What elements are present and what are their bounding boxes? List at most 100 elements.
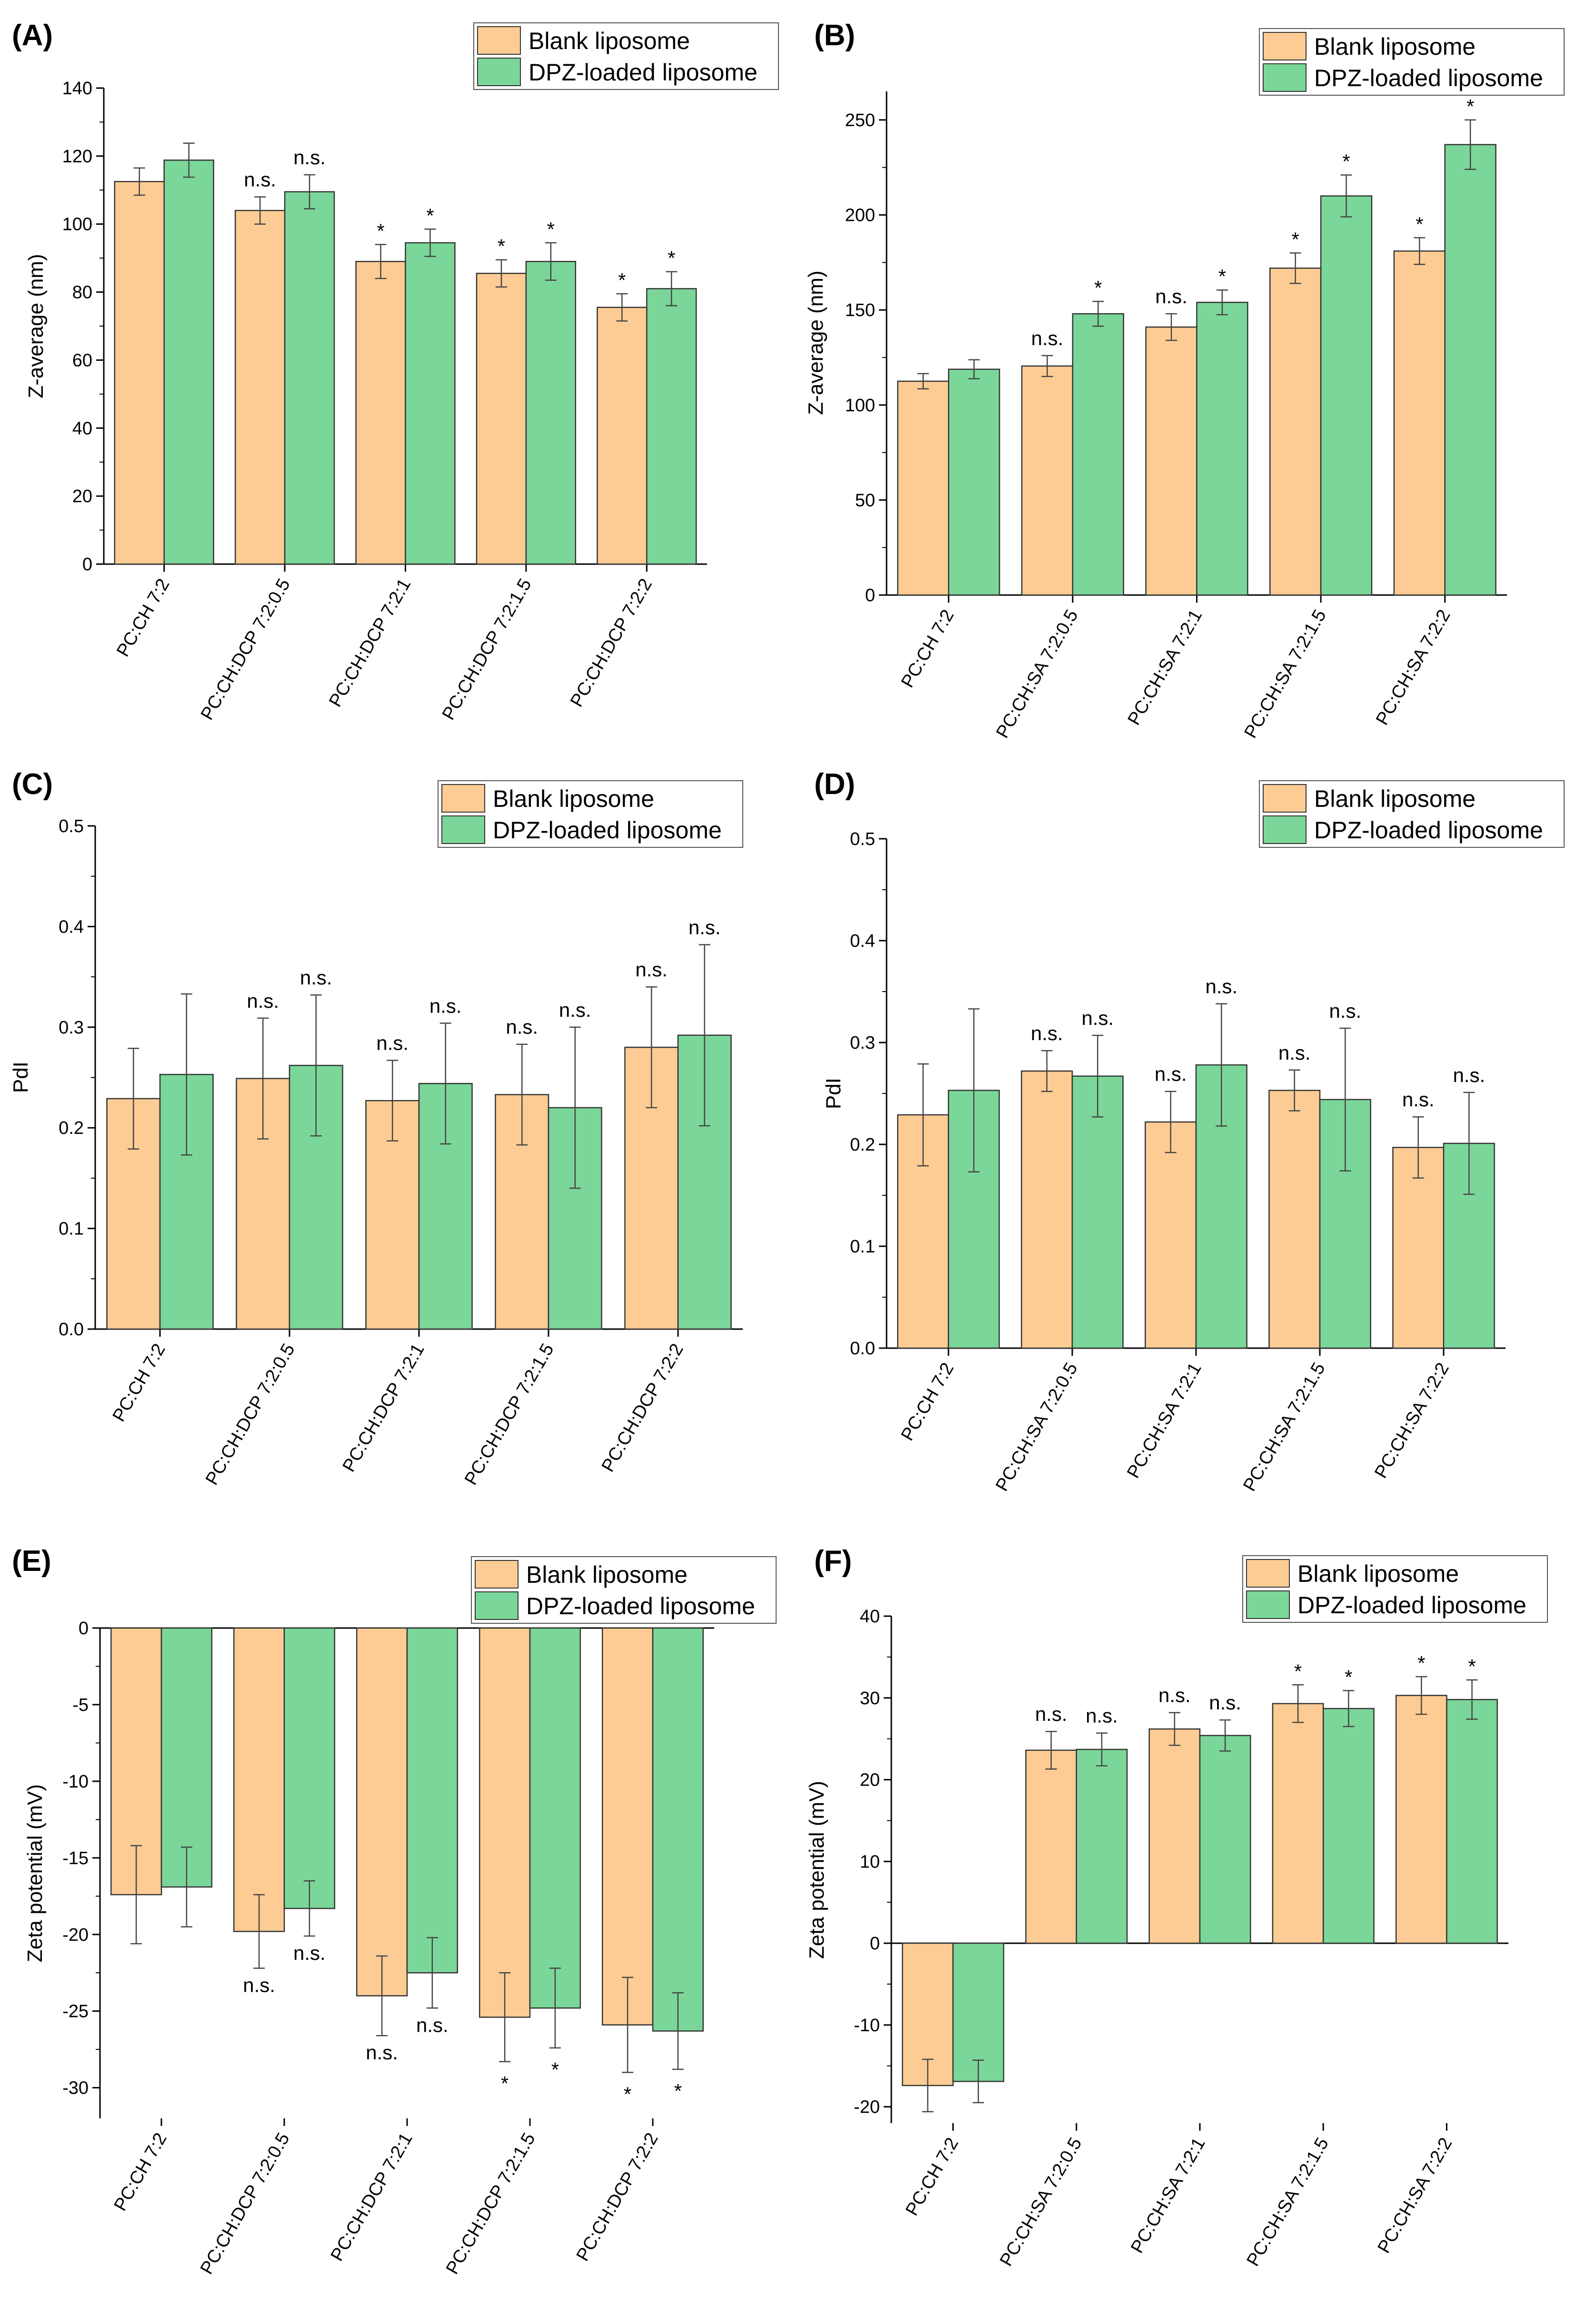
- y-tick-label: 40: [860, 1607, 880, 1627]
- bar-loaded: [1071, 1075, 1124, 1349]
- x-tick-label: PC:CH:SA 7:2:1: [1127, 2135, 1209, 2257]
- panel-f: (F) -20 -10 0 10 20 30 40 Zeta potential (mV) PC:…: [805, 1545, 1548, 2270]
- panel-d: (D) 0.0 0.1 0.2 0.3 0.4 0.5 PdI PC:CH 7:2 n.s. n.s…: [814, 768, 1565, 1495]
- y-tick-label: 150: [845, 300, 875, 320]
- panel-label: (F): [814, 1545, 852, 1578]
- bar-loaded: [1072, 313, 1124, 596]
- panel-label: (C): [12, 768, 53, 801]
- significance-label: n.s.: [293, 1942, 326, 1964]
- legend-swatch-loaded: [475, 1591, 519, 1620]
- legend-swatch-loaded: [441, 815, 485, 844]
- significance-label: n.s.: [1086, 1705, 1118, 1727]
- y-tick-label: 0.3: [59, 1018, 84, 1038]
- y-tick-label: 140: [62, 79, 92, 99]
- significance-label: *: [668, 247, 675, 269]
- panel-b: (B) 0 50 100 150 200 250 Z-average (nm) PC:CH 7:…: [804, 19, 1565, 742]
- significance-label: *: [498, 235, 505, 258]
- bar-blank: [1145, 1121, 1197, 1349]
- y-tick-label: 0: [79, 1619, 89, 1639]
- significance-label: n.s.: [366, 2041, 398, 2064]
- legend-label-blank: Blank liposome: [529, 28, 690, 54]
- bar-loaded: [1444, 144, 1496, 596]
- significance-label: n.s.: [688, 916, 721, 938]
- bar-loaded: [283, 1627, 336, 1909]
- y-tick-label: 0.2: [59, 1118, 84, 1138]
- legend-label-loaded: DPZ-loaded liposome: [1297, 1592, 1526, 1619]
- x-tick-label: PC:CH 7:2: [109, 1341, 170, 1425]
- y-tick-label: 250: [845, 110, 875, 130]
- bar-loaded: [952, 1942, 1005, 2082]
- y-tick-label: -15: [62, 1848, 89, 1868]
- bar-loaded: [1320, 195, 1373, 596]
- y-tick-label: -20: [62, 1925, 89, 1945]
- bar-loaded: [406, 1627, 459, 1974]
- x-tick-label: PC:CH:SA 7:2:1: [1124, 606, 1207, 729]
- panel-e: (E) -30 -25 -20 -15 -10 -5 0 Zeta potential (mV)…: [12, 1545, 777, 2278]
- x-tick-label: PC:CH:DCP 7:2:1.5: [439, 576, 536, 724]
- legend-label-blank: Blank liposome: [1314, 33, 1476, 60]
- y-tick-label: 0: [870, 1934, 880, 1954]
- y-axis-title: Z-average (nm): [804, 270, 828, 415]
- y-axis-title: Z-average (nm): [24, 254, 48, 398]
- significance-label: *: [377, 220, 384, 242]
- significance-label: n.s.: [1035, 1703, 1067, 1725]
- significance-label: n.s.: [300, 966, 332, 989]
- y-tick-label: 20: [860, 1770, 880, 1790]
- significance-label: *: [1345, 1666, 1352, 1688]
- y-tick-label: 60: [72, 350, 92, 370]
- legend-box: [473, 22, 779, 90]
- y-tick-label: 120: [62, 147, 92, 167]
- y-tick-label: 30: [860, 1688, 880, 1708]
- significance-label: *: [1218, 265, 1226, 288]
- legend-swatch-blank: [475, 1560, 519, 1589]
- bar-loaded: [1196, 301, 1248, 596]
- significance-label: n.s.: [244, 169, 276, 191]
- legend-label-blank: Blank liposome: [526, 1561, 688, 1588]
- panel-c: (C) 0.0 0.1 0.2 0.3 0.4 0.5 PdI PC:CH 7:2 n.s. n.s…: [9, 768, 743, 1489]
- y-tick-label: 10: [860, 1852, 880, 1872]
- bar-blank: [597, 307, 648, 565]
- bar-blank: [356, 1627, 408, 1996]
- legend-swatch-loaded: [1263, 63, 1307, 92]
- legend-label-blank: Blank liposome: [1314, 785, 1476, 812]
- x-tick-label: PC:CH:SA 7:2:0.5: [996, 2135, 1086, 2270]
- significance-label: n.s.: [1402, 1088, 1435, 1111]
- significance-label: n.s.: [1155, 1063, 1187, 1085]
- bar-blank: [601, 1627, 654, 2026]
- legend-box: [1259, 28, 1565, 96]
- y-tick-label: -5: [72, 1695, 89, 1715]
- legend-swatch-blank: [1263, 784, 1307, 813]
- x-tick-label: PC:CH:SA 7:2:1: [1123, 1360, 1206, 1482]
- bar-loaded: [160, 1627, 213, 1888]
- y-tick-label: 0.2: [850, 1135, 875, 1155]
- x-tick-label: PC:CH:DCP 7:2:1: [339, 1341, 429, 1476]
- bar-loaded: [948, 368, 1000, 596]
- bar-blank: [234, 209, 286, 565]
- significance-label: n.s.: [1209, 1691, 1241, 1714]
- x-tick-label: PC:CH:DCP 7:2:0.5: [197, 2130, 294, 2278]
- significance-label: *: [547, 218, 555, 240]
- y-tick-label: 0.5: [850, 829, 875, 849]
- panel-label: (D): [814, 768, 855, 801]
- bar-blank: [355, 261, 406, 565]
- bar-blank: [476, 273, 527, 565]
- y-tick-label: 0.0: [850, 1339, 875, 1359]
- significance-label: n.s.: [559, 999, 591, 1021]
- x-tick-label: PC:CH:SA 7:2:2: [1372, 606, 1455, 729]
- legend-box: [471, 1556, 777, 1624]
- y-tick-label: -10: [62, 1772, 89, 1792]
- significance-label: n.s.: [1081, 1007, 1114, 1029]
- bar-loaded: [405, 242, 456, 565]
- y-tick-label: 0: [82, 555, 92, 575]
- legend-swatch-loaded: [1263, 815, 1307, 844]
- bar-loaded: [1199, 1735, 1251, 1944]
- y-tick-label: 200: [845, 206, 875, 226]
- bar-loaded: [284, 191, 335, 565]
- y-tick-label: 0.5: [59, 816, 84, 836]
- bar-loaded: [652, 1627, 704, 2032]
- legend-label-loaded: DPZ-loaded liposome: [493, 817, 722, 844]
- x-tick-label: PC:CH 7:2: [902, 2135, 962, 2219]
- legend-swatch-loaded: [477, 58, 521, 86]
- significance-label: *: [426, 204, 434, 227]
- y-tick-label: 50: [855, 490, 875, 510]
